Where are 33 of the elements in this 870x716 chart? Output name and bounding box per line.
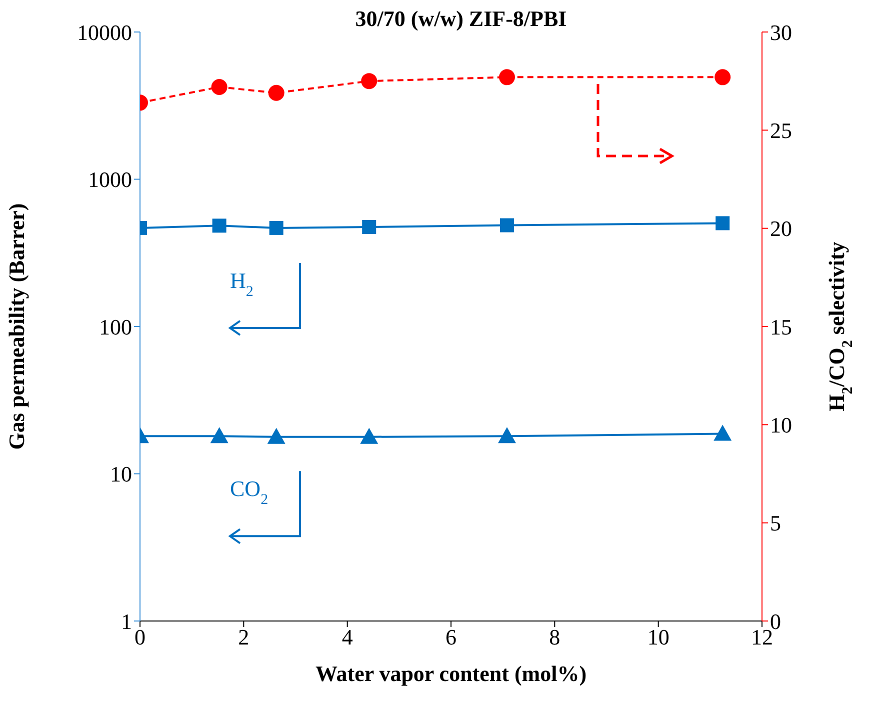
point [210,427,228,444]
x-tick-label: 10 [647,624,670,650]
x-tick-label: 4 [342,624,353,650]
y-tick-label: 10 [110,462,132,487]
x-tick-label: 8 [549,624,560,650]
point [500,218,514,232]
x-tick-label: 0 [134,624,146,650]
y-tick-label: 10000 [77,20,132,45]
y2-tick-label: 10 [770,412,792,438]
series-label: CO$_{2}$ [230,476,268,508]
point [267,428,286,444]
y2-tick-label: 25 [770,118,792,143]
point [498,427,516,444]
y2-tick-label: 15 [770,314,792,340]
point [714,424,732,441]
point [362,220,376,234]
point [269,220,284,235]
y-tick-label: 100 [99,314,132,340]
y2-tick-label: 0 [770,608,781,634]
point [716,216,730,230]
y-axis-title: Gas permeability (Barrer) [4,203,29,450]
y2-tick-label: 20 [770,216,792,242]
y2-tick-label: 30 [770,20,792,45]
series-label: H$_{2}$ [230,268,254,300]
x-axis-title: Water vapor content (mol%) [315,661,587,686]
y2-tick-label: 5 [770,510,781,536]
point [360,428,378,444]
y-tick-label: 1000 [88,167,132,192]
y-tick-label: 1 [121,608,132,634]
x-tick-label: 2 [238,624,250,650]
point [212,218,226,233]
chart-title: 30/70 (w/w) ZIF-8/PBI [355,6,567,31]
x-tick-label: 6 [446,624,456,650]
